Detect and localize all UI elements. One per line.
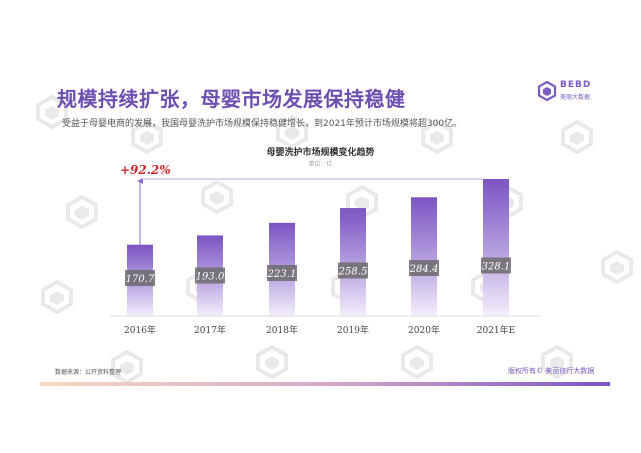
x-tick-label: 2018年 [266, 324, 298, 336]
data-label: 284.4 [409, 264, 439, 275]
bar-series: 170.7 193.0 223.1 258.5 284.4 328.1 [125, 179, 511, 316]
bebd-watermark-icon [130, 119, 164, 155]
footer-gradient-bar [40, 382, 610, 386]
x-tick-labels: 2016年 2017年 2018年 2019年 2020年 2021年E [124, 324, 515, 336]
data-label-box [267, 265, 297, 281]
data-label: 328.1 [482, 262, 511, 273]
growth-annotation: +92.2% [120, 163, 483, 245]
bebd-watermark-icon [65, 194, 99, 230]
bebd-watermark-icon [275, 114, 309, 150]
bebd-watermark-icon [200, 179, 234, 215]
x-tick-label: 2021年E [477, 324, 515, 336]
data-label: 170.7 [126, 274, 155, 285]
data-label-box [481, 257, 511, 274]
data-label-box [338, 262, 368, 279]
bebd-logo-icon [537, 81, 557, 101]
page-title: 规模持续扩张，母婴市场发展保持稳健 [57, 87, 406, 111]
bar-2021年E [483, 179, 509, 316]
data-label: 258.5 [338, 267, 368, 278]
logo-cn-name: 美丽大数据 [560, 94, 591, 101]
data-source: 数据来源：公开资料整理 [55, 369, 122, 376]
bebd-watermark-icon [560, 119, 594, 155]
x-tick-label: 2016年 [124, 324, 156, 336]
chart-unit-label: 单位：亿 [308, 161, 333, 168]
growth-annotation-text: +92.2% [120, 163, 171, 177]
bebd-watermark-icon [600, 249, 634, 285]
data-label: 193.0 [196, 272, 225, 283]
data-label-box [195, 267, 225, 284]
bebd-watermark-icon [540, 344, 574, 380]
bebd-watermark-icon [35, 94, 69, 130]
bebd-watermark-icon [400, 344, 434, 380]
data-label-box [125, 270, 155, 286]
bebd-watermark-icon [40, 279, 74, 315]
data-label-box [409, 260, 439, 276]
bar-2020年 [411, 197, 437, 316]
bebd-watermark-icon [255, 344, 289, 380]
chart-title: 母婴洗护市场规模变化趋势 [266, 148, 375, 158]
copyright-text: 版权所有© 美丽修行大数据 [508, 367, 595, 375]
x-tick-label: 2017年 [194, 324, 226, 336]
x-tick-label: 2019年 [337, 324, 369, 336]
brand-logo: BEBD 美丽大数据 [537, 80, 617, 106]
logo-name: BEBD [560, 80, 592, 90]
x-tick-label: 2020年 [408, 324, 440, 336]
bar-2019年 [340, 208, 366, 316]
page-subtitle: 受益于母婴电商的发展，我国母婴洗护市场规模保持稳健增长，到2021年预计市场规模… [62, 119, 463, 129]
data-label: 223.1 [267, 269, 297, 280]
bebd-watermark-icon [420, 119, 454, 155]
